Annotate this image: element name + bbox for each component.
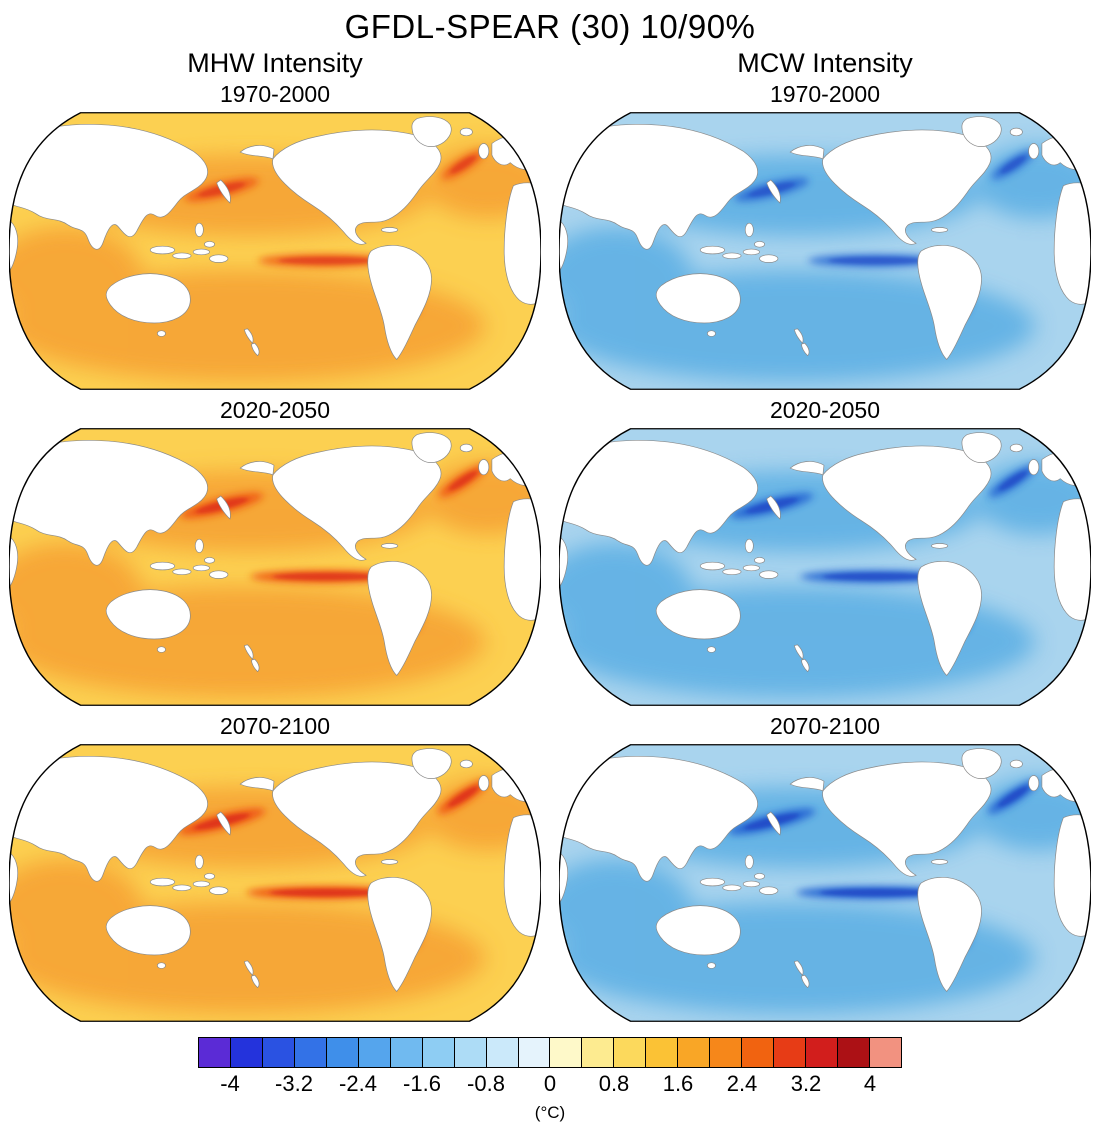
colorbar-tick-label: 2.4 xyxy=(726,1071,758,1096)
colorbar xyxy=(198,1037,902,1068)
period-label: 2020-2050 xyxy=(770,397,880,423)
map-panel-mhw-2070: 2070-2100 xyxy=(0,711,550,1027)
colorbar-cell xyxy=(709,1038,742,1067)
colorbar-cell xyxy=(453,1038,486,1067)
column-header-mcw: MCW Intensity xyxy=(737,48,913,78)
colorbar-cell xyxy=(325,1038,358,1067)
colorbar-tick-label: -1.6 xyxy=(403,1071,441,1096)
colorbar-cell xyxy=(613,1038,646,1067)
column-headers: MHW Intensity MCW Intensity xyxy=(0,48,1100,79)
colorbar-cell xyxy=(421,1038,454,1067)
map-panel-mcw-1970: 1970-2000 xyxy=(550,79,1100,395)
colorbar-cell xyxy=(261,1038,294,1067)
colorbar-section: -4 -3.2 -2.4 -1.6 -0.8 0 0.8 1.6 2.4 3.2 4 (°C) xyxy=(198,1037,902,1123)
map-panel-mcw-2020: 2020-2050 xyxy=(550,395,1100,711)
colorbar-tick-label: 0.8 xyxy=(598,1071,630,1096)
map-panel-mcw-2070: 2070-2100 xyxy=(550,711,1100,1027)
map-canvas-mcw-1970-2000 xyxy=(559,112,1091,390)
map-canvas-mcw-2070-2100 xyxy=(559,744,1091,1022)
period-label: 1970-2000 xyxy=(220,81,330,107)
colorbar-cell xyxy=(389,1038,422,1067)
figure-title: GFDL-SPEAR (30) 10/90% xyxy=(344,8,756,45)
map-panel-mhw-2020: 2020-2050 xyxy=(0,395,550,711)
colorbar-tick-label: -0.8 xyxy=(467,1071,505,1096)
map-canvas-mhw-2020-2050 xyxy=(9,428,541,706)
map-canvas-mhw-2070-2100 xyxy=(9,744,541,1022)
colorbar-cell xyxy=(485,1038,518,1067)
colorbar-tick-label: 4 xyxy=(863,1071,877,1096)
map-canvas-mhw-1970-2000 xyxy=(9,112,541,390)
period-label: 2070-2100 xyxy=(770,713,880,739)
period-label: 2070-2100 xyxy=(220,713,330,739)
colorbar-tick-label: 0 xyxy=(543,1071,557,1096)
column-header-mhw: MHW Intensity xyxy=(187,48,363,78)
colorbar-cell xyxy=(199,1038,230,1067)
colorbar-cell xyxy=(773,1038,806,1067)
colorbar-ticks: -4 -3.2 -2.4 -1.6 -0.8 0 0.8 1.6 2.4 3.2 4 xyxy=(198,1071,902,1101)
colorbar-cell xyxy=(645,1038,678,1067)
colorbar-cell xyxy=(357,1038,390,1067)
colorbar-tick-label: -4 xyxy=(220,1071,240,1096)
colorbar-cell xyxy=(869,1038,901,1067)
colorbar-tick-label: -2.4 xyxy=(339,1071,377,1096)
colorbar-cell xyxy=(805,1038,838,1067)
colorbar-cell xyxy=(293,1038,326,1067)
period-label: 1970-2000 xyxy=(770,81,880,107)
colorbar-cell xyxy=(741,1038,774,1067)
map-grid: 1970-2000 1970-2000 2020-2050 2020-2050 … xyxy=(0,79,1100,1027)
colorbar-cell xyxy=(549,1038,582,1067)
map-canvas-mcw-2020-2050 xyxy=(559,428,1091,706)
colorbar-unit: (°C) xyxy=(534,1103,566,1122)
colorbar-tick-label: 3.2 xyxy=(790,1071,822,1096)
colorbar-cell xyxy=(677,1038,710,1067)
colorbar-cell xyxy=(229,1038,262,1067)
colorbar-cell xyxy=(581,1038,614,1067)
map-panel-mhw-1970: 1970-2000 xyxy=(0,79,550,395)
period-label: 2020-2050 xyxy=(220,397,330,423)
colorbar-tick-label: 1.6 xyxy=(662,1071,694,1096)
colorbar-tick-label: -3.2 xyxy=(275,1071,313,1096)
colorbar-cell xyxy=(517,1038,550,1067)
colorbar-cell xyxy=(837,1038,870,1067)
